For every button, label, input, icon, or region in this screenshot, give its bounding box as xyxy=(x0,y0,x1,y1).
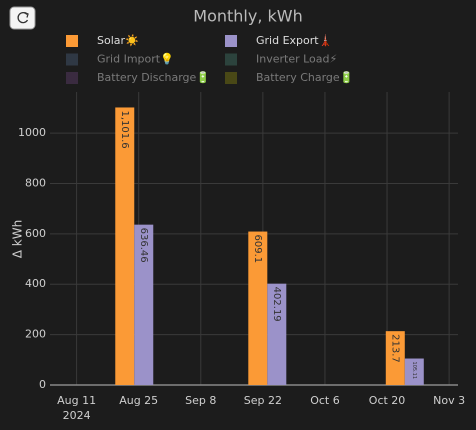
x-tick-label-line: Aug 25 xyxy=(119,394,158,407)
legend-swatch xyxy=(66,35,78,47)
legend-label: Battery Discharge🔋 xyxy=(97,71,210,84)
legend-item[interactable]: Grid Export🗼 xyxy=(225,33,332,47)
bar xyxy=(134,224,154,385)
data-label: 636.46 xyxy=(138,228,149,263)
reset-button[interactable] xyxy=(9,6,36,30)
x-tick-label: Sep 22 xyxy=(244,394,282,407)
y-tick-label: 400 xyxy=(25,277,46,290)
legend-item[interactable]: Solar☀️ xyxy=(66,33,139,47)
data-label: 609.1 xyxy=(252,235,263,264)
legend-label: Solar☀️ xyxy=(97,33,139,47)
legend-label: Battery Charge🔋 xyxy=(256,71,353,84)
legend-item[interactable]: Battery Discharge🔋 xyxy=(66,71,210,84)
legend-item[interactable]: Battery Charge🔋 xyxy=(225,71,353,84)
legend-swatch xyxy=(66,72,78,84)
data-label: 402.19 xyxy=(271,287,282,322)
legend-swatch xyxy=(225,72,237,84)
reset-icon-arrow xyxy=(24,11,29,18)
chart-title: Monthly, kWh xyxy=(193,7,302,26)
bar xyxy=(385,331,405,385)
data-label: 105.11 xyxy=(411,362,417,380)
data-label: 213.7 xyxy=(389,334,400,363)
y-tick-label: 200 xyxy=(25,328,46,341)
bar xyxy=(115,107,135,386)
x-tick-label-line: Sep 8 xyxy=(185,394,216,407)
y-tick-label: 800 xyxy=(25,176,46,189)
legend-swatch xyxy=(225,35,237,47)
x-tick-label-line: Nov 3 xyxy=(433,394,465,407)
legend-label: Grid Export🗼 xyxy=(256,33,332,47)
data-label: 1,101.6 xyxy=(119,110,130,148)
y-tick-label: 0 xyxy=(39,378,46,391)
x-tick-label: Nov 3 xyxy=(433,394,465,407)
y-tick-label: 600 xyxy=(25,227,46,240)
legend-label: Inverter Load⚡ xyxy=(256,53,337,66)
legend-label: Grid Import💡 xyxy=(97,53,174,66)
y-tick-label: 1000 xyxy=(18,126,46,139)
legend-item[interactable]: Grid Import💡 xyxy=(66,53,174,66)
x-tick-label: Oct 20 xyxy=(369,394,406,407)
reset-button-box[interactable] xyxy=(9,6,36,30)
y-axis-label: Δ kWh xyxy=(11,220,25,258)
x-tick-label-line: Oct 6 xyxy=(310,394,340,407)
x-tick-label: Sep 8 xyxy=(185,394,216,407)
x-tick-label: Aug 25 xyxy=(119,394,158,407)
x-tick-label-line: Sep 22 xyxy=(244,394,282,407)
x-tick-label: Aug 11 2024 xyxy=(57,394,96,422)
legend-item[interactable]: Inverter Load⚡ xyxy=(225,53,337,66)
legend-swatch xyxy=(66,53,78,66)
legend-swatch xyxy=(225,53,237,66)
x-tick-label-line: Oct 20 xyxy=(369,394,406,407)
x-tick-label-line: Aug 11 xyxy=(57,394,96,407)
x-tick-label: Oct 6 xyxy=(310,394,340,407)
x-tick-label-line: 2024 xyxy=(63,409,91,422)
bar xyxy=(267,283,287,385)
bar xyxy=(248,231,268,385)
bar xyxy=(404,358,424,385)
